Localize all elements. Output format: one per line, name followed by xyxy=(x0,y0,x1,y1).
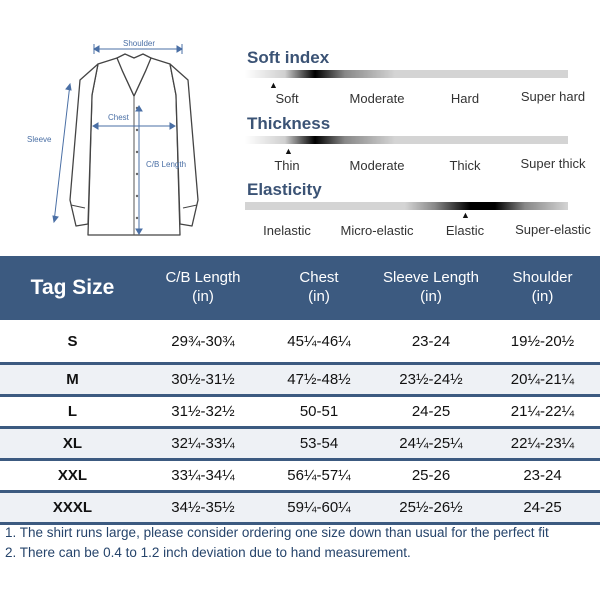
chest-label: Chest xyxy=(108,113,130,122)
size-chart-table: Tag Size C/B Length (in) Chest (in) Sleeve… xyxy=(0,256,600,525)
shoulder-cell: 20¼-21¼ xyxy=(485,363,600,396)
shoulder-cell: 24-25 xyxy=(485,491,600,524)
cb-length-cell: 32¼-33¼ xyxy=(145,427,261,460)
table-row: L 31½-32½ 50-51 24-25 21¼-22¼ xyxy=(0,395,600,428)
soft-index-marker: ▲ xyxy=(269,80,278,90)
thickness-option-super-thick: Super thick xyxy=(520,156,586,171)
cb-length-label: C/B Length xyxy=(146,160,186,169)
soft-index-option-moderate: Moderate xyxy=(349,91,405,106)
size-cell: M xyxy=(0,363,145,396)
sleeve-length-cell: 25-26 xyxy=(377,459,485,492)
soft-index-title: Soft index xyxy=(247,48,330,67)
size-cell: XXXL xyxy=(0,491,145,524)
cb-length-cell: 34½-35½ xyxy=(145,491,261,524)
sleeve-length-cell: 23½-24½ xyxy=(377,363,485,396)
thickness-option-thick: Thick xyxy=(449,158,481,173)
cb-length-cell: 30½-31½ xyxy=(145,363,261,396)
size-cell: XL xyxy=(0,427,145,460)
sleeve-length-cell: 25½-26½ xyxy=(377,491,485,524)
sleeve-length-cell: 24-25 xyxy=(377,395,485,428)
shoulder-cell: 23-24 xyxy=(485,459,600,492)
header-tag-size: Tag Size xyxy=(0,256,145,320)
soft-index-option-soft: Soft xyxy=(275,91,299,106)
shoulder-label: Shoulder xyxy=(123,39,155,48)
shoulder-cell: 22¼-23¼ xyxy=(485,427,600,460)
elasticity-option-micro-elastic: Micro-elastic xyxy=(340,223,414,238)
thickness-title: Thickness xyxy=(247,114,331,133)
elasticity-option-inelastic: Inelastic xyxy=(263,223,311,238)
sleeve-length-cell: 24¼-25¼ xyxy=(377,427,485,460)
size-cell: S xyxy=(0,320,145,364)
chest-cell: 56¼-57¼ xyxy=(261,459,377,492)
soft-index-option-super-hard: Super hard xyxy=(520,89,586,104)
header-cb-length: C/B Length (in) xyxy=(145,256,261,320)
elasticity-title: Elasticity xyxy=(247,180,322,199)
cb-length-cell: 31½-32½ xyxy=(145,395,261,428)
shoulder-cell: 21¼-22¼ xyxy=(485,395,600,428)
size-cell: XXL xyxy=(0,459,145,492)
note-measurement-deviation: 2. There can be 0.4 to 1.2 inch deviatio… xyxy=(5,545,411,560)
table-row: M 30½-31½ 47½-48½ 23½-24½ 20¼-21¼ xyxy=(0,363,600,396)
soft-index-bar xyxy=(245,70,568,78)
table-row: S 29¾-30¾ 45¼-46¼ 23-24 19½-20½ xyxy=(0,320,600,364)
cb-length-cell: 33¼-34¼ xyxy=(145,459,261,492)
sleeve-length-cell: 23-24 xyxy=(377,320,485,364)
table-row: XXXL 34½-35½ 59¼-60¼ 25½-26½ 24-25 xyxy=(0,491,600,524)
thickness-option-thin: Thin xyxy=(274,158,300,173)
table-header-row: Tag Size C/B Length (in) Chest (in) Sleeve… xyxy=(0,256,600,320)
elasticity-option-elastic: Elastic xyxy=(445,223,485,238)
thickness-option-moderate: Moderate xyxy=(349,158,405,173)
elasticity-marker: ▲ xyxy=(461,210,470,220)
header-sleeve-length: Sleeve Length (in) xyxy=(377,256,485,320)
elasticity-option-super-elastic: Super-elastic xyxy=(515,222,591,237)
size-cell: L xyxy=(0,395,145,428)
shoulder-cell: 19½-20½ xyxy=(485,320,600,364)
chest-cell: 45¼-46¼ xyxy=(261,320,377,364)
header-chest: Chest (in) xyxy=(261,256,377,320)
header-shoulder: Shoulder (in) xyxy=(485,256,600,320)
thickness-marker: ▲ xyxy=(284,146,293,156)
table-row: XL 32¼-33¼ 53-54 24¼-25¼ 22¼-23¼ xyxy=(0,427,600,460)
thickness-bar xyxy=(245,136,568,144)
chest-cell: 53-54 xyxy=(261,427,377,460)
shirt-measurement-diagram: Shoulder Chest Sleeve C/B Length xyxy=(27,39,199,236)
chest-cell: 59¼-60¼ xyxy=(261,491,377,524)
soft-index-option-hard: Hard xyxy=(450,91,480,106)
chest-cell: 47½-48½ xyxy=(261,363,377,396)
cb-length-cell: 29¾-30¾ xyxy=(145,320,261,364)
chest-cell: 50-51 xyxy=(261,395,377,428)
elasticity-bar xyxy=(245,202,568,210)
note-size-advice: 1. The shirt runs large, please consider… xyxy=(5,525,549,540)
sleeve-label: Sleeve xyxy=(27,135,52,144)
table-row: XXL 33¼-34¼ 56¼-57¼ 25-26 23-24 xyxy=(0,459,600,492)
